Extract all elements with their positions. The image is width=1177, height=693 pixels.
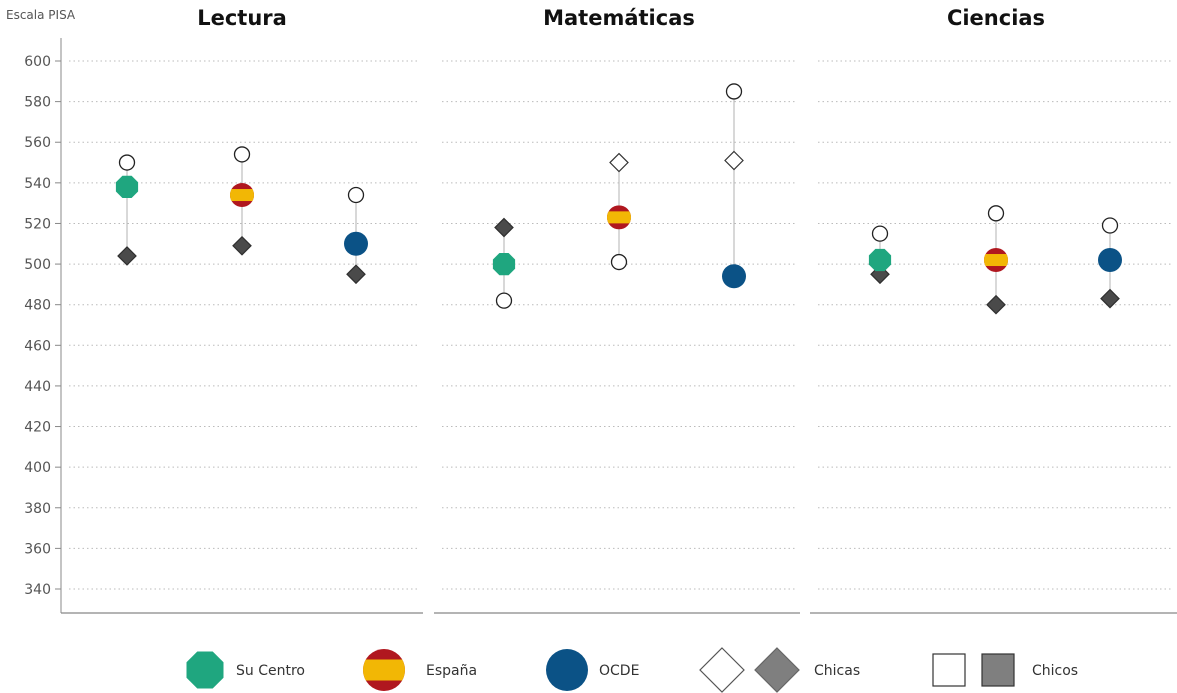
- flag-yellow-band: [984, 254, 1008, 267]
- point-chicos: [1100, 288, 1120, 309]
- legend-item: España: [363, 649, 477, 691]
- point-chicos: [346, 264, 366, 285]
- axes-layer: [55, 38, 1177, 614]
- legend-marker-su-centro: [186, 651, 224, 689]
- point-su-centro: [868, 248, 892, 272]
- y-tick-label: 580: [24, 95, 51, 111]
- point-chicos: [232, 235, 252, 256]
- point-chicas: [725, 83, 743, 100]
- point-chicas: [347, 186, 365, 204]
- y-axis-title: Escala PISA: [6, 8, 76, 22]
- y-tick-label: 560: [24, 135, 51, 151]
- legend-marker-square-open: [932, 653, 966, 687]
- point-espana: [230, 183, 254, 208]
- legend-item: OCDE: [546, 649, 639, 691]
- point-chicos: [609, 152, 629, 173]
- legend-label: Chicos: [1032, 663, 1078, 679]
- panel-title: Matemáticas: [543, 6, 695, 30]
- point-chicas: [495, 292, 513, 309]
- point-chicas: [233, 146, 251, 163]
- data-points: [115, 83, 1122, 315]
- point-chicas: [987, 205, 1005, 222]
- legend-item: Su Centro: [186, 651, 305, 689]
- point-chicos: [117, 246, 137, 266]
- flag-yellow-band: [363, 659, 405, 681]
- point-ocde: [344, 231, 368, 256]
- point-chicas: [118, 154, 136, 171]
- y-tick-label: 520: [24, 216, 51, 232]
- point-chicas: [871, 225, 889, 242]
- point-espana: [607, 205, 631, 230]
- legend: Su Centro España OCDE Chicas Chicos: [186, 647, 1078, 693]
- legend-item: Chicos: [932, 653, 1078, 687]
- y-tick-label: 420: [24, 420, 51, 436]
- point-ocde: [1098, 248, 1122, 273]
- legend-marker-diamond-open: [699, 647, 745, 693]
- y-tick-label: 340: [24, 582, 51, 598]
- y-tick-label: 460: [24, 338, 51, 354]
- flag-yellow-band: [607, 211, 631, 224]
- range-lines: [126, 91, 1111, 305]
- panel-title: Ciencias: [947, 6, 1045, 30]
- legend-marker-square-filled: [981, 653, 1015, 687]
- y-tick-label: 500: [24, 257, 51, 273]
- panel-title: Lectura: [197, 6, 287, 30]
- y-tick-label: 600: [24, 54, 51, 70]
- point-chicas: [610, 253, 628, 271]
- y-tick-label: 400: [24, 460, 51, 476]
- point-chicos: [724, 150, 744, 171]
- legend-marker-ocde: [546, 649, 588, 691]
- point-su-centro: [115, 175, 139, 198]
- grid-layer: [69, 60, 1173, 590]
- point-ocde: [722, 264, 746, 289]
- point-espana: [984, 248, 1008, 273]
- legend-label: OCDE: [599, 663, 639, 679]
- y-tick-label: 360: [24, 541, 51, 557]
- panel-titles: Lectura Matemáticas Ciencias: [197, 6, 1045, 30]
- legend-marker-espana: [363, 649, 405, 691]
- legend-label: Chicas: [814, 663, 860, 679]
- point-chicas: [1101, 217, 1119, 234]
- y-tick-label: 480: [24, 298, 51, 314]
- point-chicos: [494, 217, 514, 238]
- legend-marker-diamond-filled: [754, 647, 800, 693]
- point-chicos: [986, 294, 1006, 315]
- flag-yellow-band: [230, 189, 254, 202]
- y-tick-label: 440: [24, 379, 51, 395]
- y-tick-label: 380: [24, 501, 51, 517]
- legend-item: Chicas: [699, 647, 860, 693]
- point-su-centro: [492, 253, 516, 276]
- legend-label: España: [426, 663, 477, 679]
- y-tick-labels: 340 360 380 400 420 440 460 480 500 520 540 560 580 6…: [24, 54, 51, 598]
- legend-label: Su Centro: [236, 663, 305, 679]
- y-tick-label: 540: [24, 176, 51, 192]
